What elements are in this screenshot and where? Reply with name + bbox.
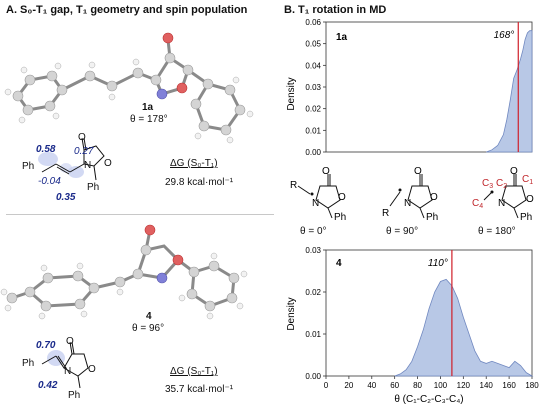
compound-4-n-ring: N	[64, 366, 72, 377]
conformer-theta-90: θ = 90°	[386, 226, 419, 237]
chart-4-panel-label: 4	[336, 258, 342, 269]
chart-1a-yticks: 0.00 0.01 0.02 0.03 0.04 0.05 0.06	[305, 18, 326, 157]
ytick-label: 0.04	[305, 61, 321, 70]
conformer-0-o-ring: O	[338, 192, 346, 203]
compound-1a-n-ring: N	[84, 160, 92, 171]
chart-4-xlabel: θ (C₁-C₂-C₃-C₄)	[394, 394, 463, 405]
xtick-label: 20	[344, 381, 353, 390]
spin-value: 0.58	[36, 144, 56, 155]
xtick-label: 60	[390, 381, 399, 390]
conformer-theta-180: θ = 180°	[478, 226, 516, 237]
compound-1a-dg-label: ΔG (S₀-T₁)	[170, 158, 218, 169]
conformer-2-c1: C1	[522, 174, 533, 186]
conformer-2-n: N	[498, 198, 505, 209]
conformer-theta-0: θ = 0°	[300, 226, 327, 237]
spin-value: -0.04	[38, 176, 61, 187]
conformer-2-c2: C2	[496, 178, 507, 190]
compound-4-o-ring: O	[88, 364, 96, 375]
conformer-0-r: R	[290, 180, 297, 191]
chart-1a-ylabel: Density	[286, 77, 297, 110]
ytick-label: 0.06	[305, 18, 321, 27]
ytick-label: 0.00	[305, 148, 321, 157]
ytick-label: 0.01	[305, 330, 321, 339]
ytick-label: 0.05	[305, 40, 321, 49]
conformer-1-r: R	[382, 208, 389, 219]
compound-4-dg-value: 35.7 kcal·mol⁻¹	[165, 384, 234, 395]
compound-4-ph-top: Ph	[22, 358, 35, 369]
conformer-2-o: O	[510, 166, 518, 177]
xtick-label: 180	[525, 381, 539, 390]
xtick-label: 0	[324, 381, 329, 390]
compound-4-theta: θ = 96°	[132, 323, 165, 334]
ytick-label: 0.03	[305, 246, 321, 255]
compound-1a-ph-bottom: Ph	[87, 182, 100, 193]
compound-1a-o-ring: O	[104, 158, 112, 169]
compound-1a-o-exo: O	[78, 132, 86, 143]
chart-4-ylabel: Density	[286, 297, 297, 330]
conformer-0-o: O	[322, 166, 330, 177]
spin-value: 0.70	[36, 340, 56, 351]
compound-4-o-exo: O	[66, 336, 74, 347]
compound-4-label: 4	[146, 311, 152, 322]
ytick-label: 0.00	[305, 372, 321, 381]
marker-label: 110°	[428, 258, 448, 269]
spin-value: 0.27	[74, 146, 94, 157]
chart-4: 0.00 0.01 0.02 0.03 0 20 40 60 80 100 120 140 160 18…	[286, 246, 539, 405]
xtick-label: 140	[480, 381, 494, 390]
conformer-2-ph: Ph	[520, 212, 532, 223]
conformer-strip: R O O N Ph R O O N Ph C3 C4 C2 C1 O O N …	[290, 166, 534, 223]
ytick-label: 0.02	[305, 105, 321, 114]
conformer-1-n: N	[404, 198, 411, 209]
density-area	[394, 278, 534, 377]
xtick-label: 120	[457, 381, 471, 390]
compound-1a-ph-top: Ph	[22, 161, 35, 172]
ytick-label: 0.03	[305, 83, 321, 92]
conformer-0-ph: Ph	[334, 212, 346, 223]
ytick-label: 0.02	[305, 288, 321, 297]
conformer-2-c4: C4	[472, 198, 483, 210]
spin-value: 0.35	[56, 192, 76, 203]
chart-1a-panel-label: 1a	[336, 32, 348, 43]
ytick-label: 0.01	[305, 126, 321, 135]
compound-4-dg-label: ΔG (S₀-T₁)	[170, 366, 218, 377]
panel-b-title: B. T₁ rotation in MD	[284, 4, 387, 16]
chart-1a-frame	[325, 21, 533, 153]
xtick-label: 40	[367, 381, 376, 390]
molecule-4-3d-structure	[0, 224, 248, 320]
conformer-1-o-ring: O	[430, 192, 438, 203]
spin-value: 0.42	[38, 380, 58, 391]
compound-1a-dg-value: 29.8 kcal·mol⁻¹	[165, 177, 234, 188]
panel-a-title: A. S₀-T₁ gap, T₁ geometry and spin popul…	[6, 4, 248, 16]
density-area	[486, 30, 533, 153]
conformer-0-n: N	[312, 198, 319, 209]
compound-4-ph-bottom: Ph	[68, 390, 81, 401]
conformer-2-c3: C3	[482, 178, 493, 190]
panel-a-divider	[6, 214, 274, 215]
molecule-1a-3d-structure	[4, 32, 254, 144]
compound-4-2d-structure	[41, 341, 89, 389]
xtick-label: 80	[413, 381, 422, 390]
conformer-1-ph: Ph	[426, 212, 438, 223]
atom-c3: C	[482, 178, 489, 189]
conformer-2-o-ring: O	[526, 194, 534, 205]
marker-label: 168°	[494, 30, 515, 41]
compound-1a-2d-structure	[38, 137, 105, 181]
xtick-label: 160	[502, 381, 516, 390]
compound-1a-theta: θ = 178°	[130, 114, 168, 125]
chart-1a: 0.00 0.01 0.02 0.03 0.04 0.05 0.06 168° 1a Den…	[286, 18, 533, 157]
xtick-label: 100	[434, 381, 448, 390]
compound-1a-label: 1a	[142, 102, 154, 113]
conformer-1-o: O	[414, 166, 422, 177]
